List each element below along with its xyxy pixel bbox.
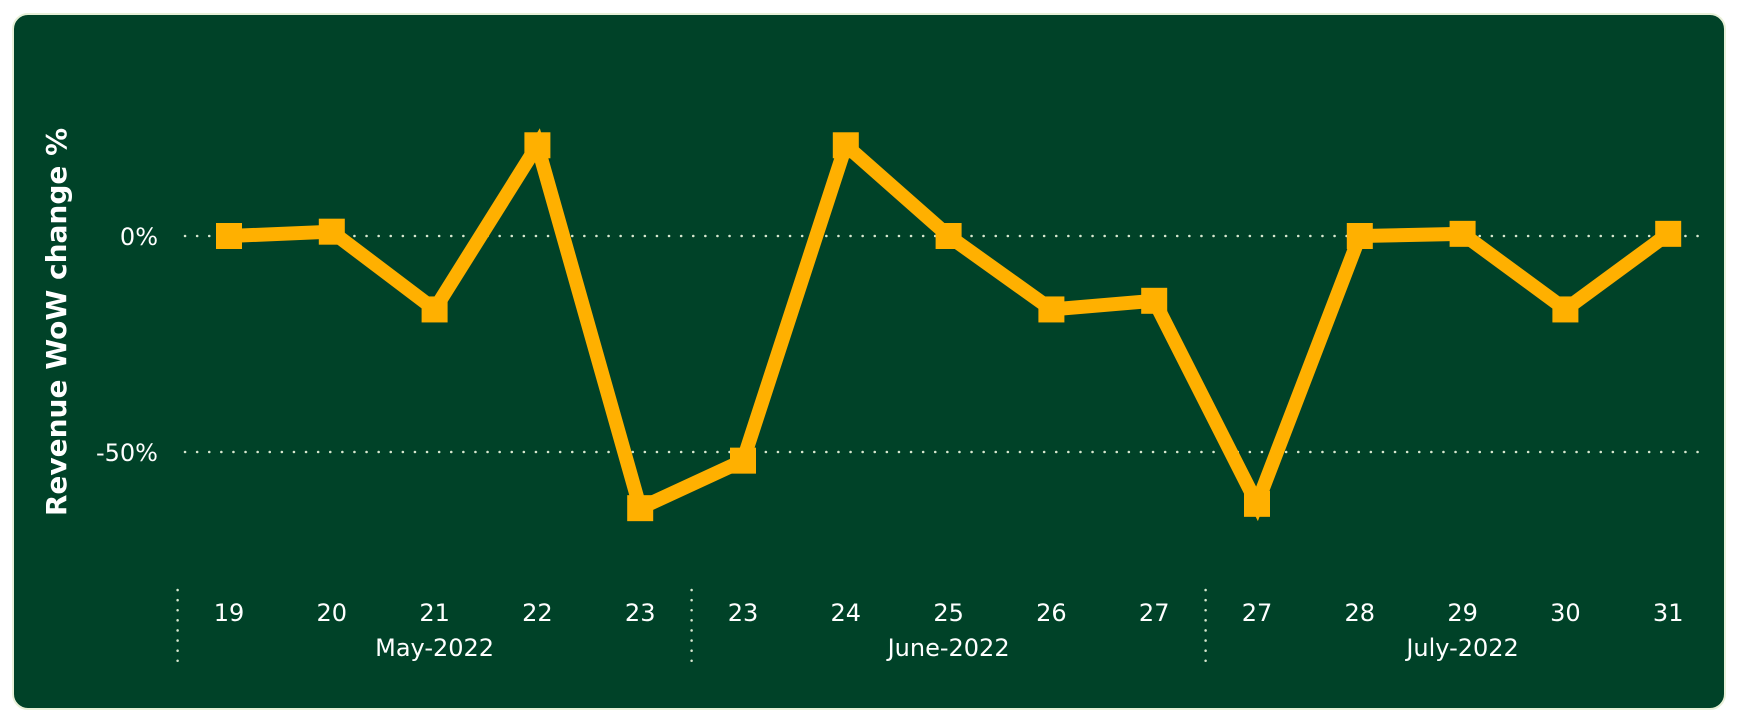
x-tick-label: 28: [1345, 599, 1376, 627]
data-point-marker: [1038, 296, 1065, 323]
y-axis-title: Revenue WoW change %: [40, 128, 73, 516]
x-group-label: May-2022: [375, 634, 494, 662]
x-group-label: July-2022: [1404, 634, 1518, 662]
x-tick-label: 19: [214, 599, 245, 627]
x-tick-label: 26: [1036, 599, 1067, 627]
x-tick-label: 30: [1550, 599, 1581, 627]
data-point-marker: [627, 495, 654, 522]
data-point-marker: [421, 296, 448, 323]
x-tick-label: 29: [1447, 599, 1478, 627]
y-tick-label: 0%: [120, 223, 158, 251]
x-tick-label: 21: [419, 599, 450, 627]
series-wow-change: [216, 128, 1682, 522]
x-tick-label: 22: [522, 599, 553, 627]
data-point-marker: [935, 223, 962, 249]
x-tick-label: 31: [1653, 599, 1684, 627]
data-point-marker: [318, 218, 345, 245]
x-tick-label: 27: [1242, 599, 1273, 627]
y-tick-label: -50%: [96, 439, 158, 467]
x-tick-label: 20: [317, 599, 348, 627]
x-axis: 19 20 21 22 23 May-2022 23 24 25 26 27 June-2022 27 2…: [176, 588, 1684, 667]
x-tick-label: 23: [728, 599, 759, 627]
data-point-marker: [832, 132, 859, 159]
data-point-marker: [1346, 223, 1373, 249]
data-point-marker: [524, 132, 551, 159]
y-axis-ticks: 0% -50%: [96, 223, 158, 467]
data-point-marker: [1141, 287, 1168, 314]
data-point-marker: [1552, 296, 1579, 323]
data-point-marker: [730, 447, 756, 474]
x-group-label: June-2022: [886, 634, 1010, 662]
data-point-marker: [1244, 490, 1270, 517]
chart-card: [12, 13, 1726, 710]
data-point-marker: [216, 223, 242, 249]
data-point-marker: [1655, 220, 1682, 247]
x-tick-label: 23: [625, 599, 656, 627]
x-tick-label: 24: [831, 599, 862, 627]
x-tick-label: 25: [933, 599, 964, 627]
data-point-marker: [1449, 220, 1476, 247]
grid-lines: [183, 234, 1702, 454]
series-line: [228, 128, 1673, 522]
x-tick-label: 27: [1139, 599, 1170, 627]
